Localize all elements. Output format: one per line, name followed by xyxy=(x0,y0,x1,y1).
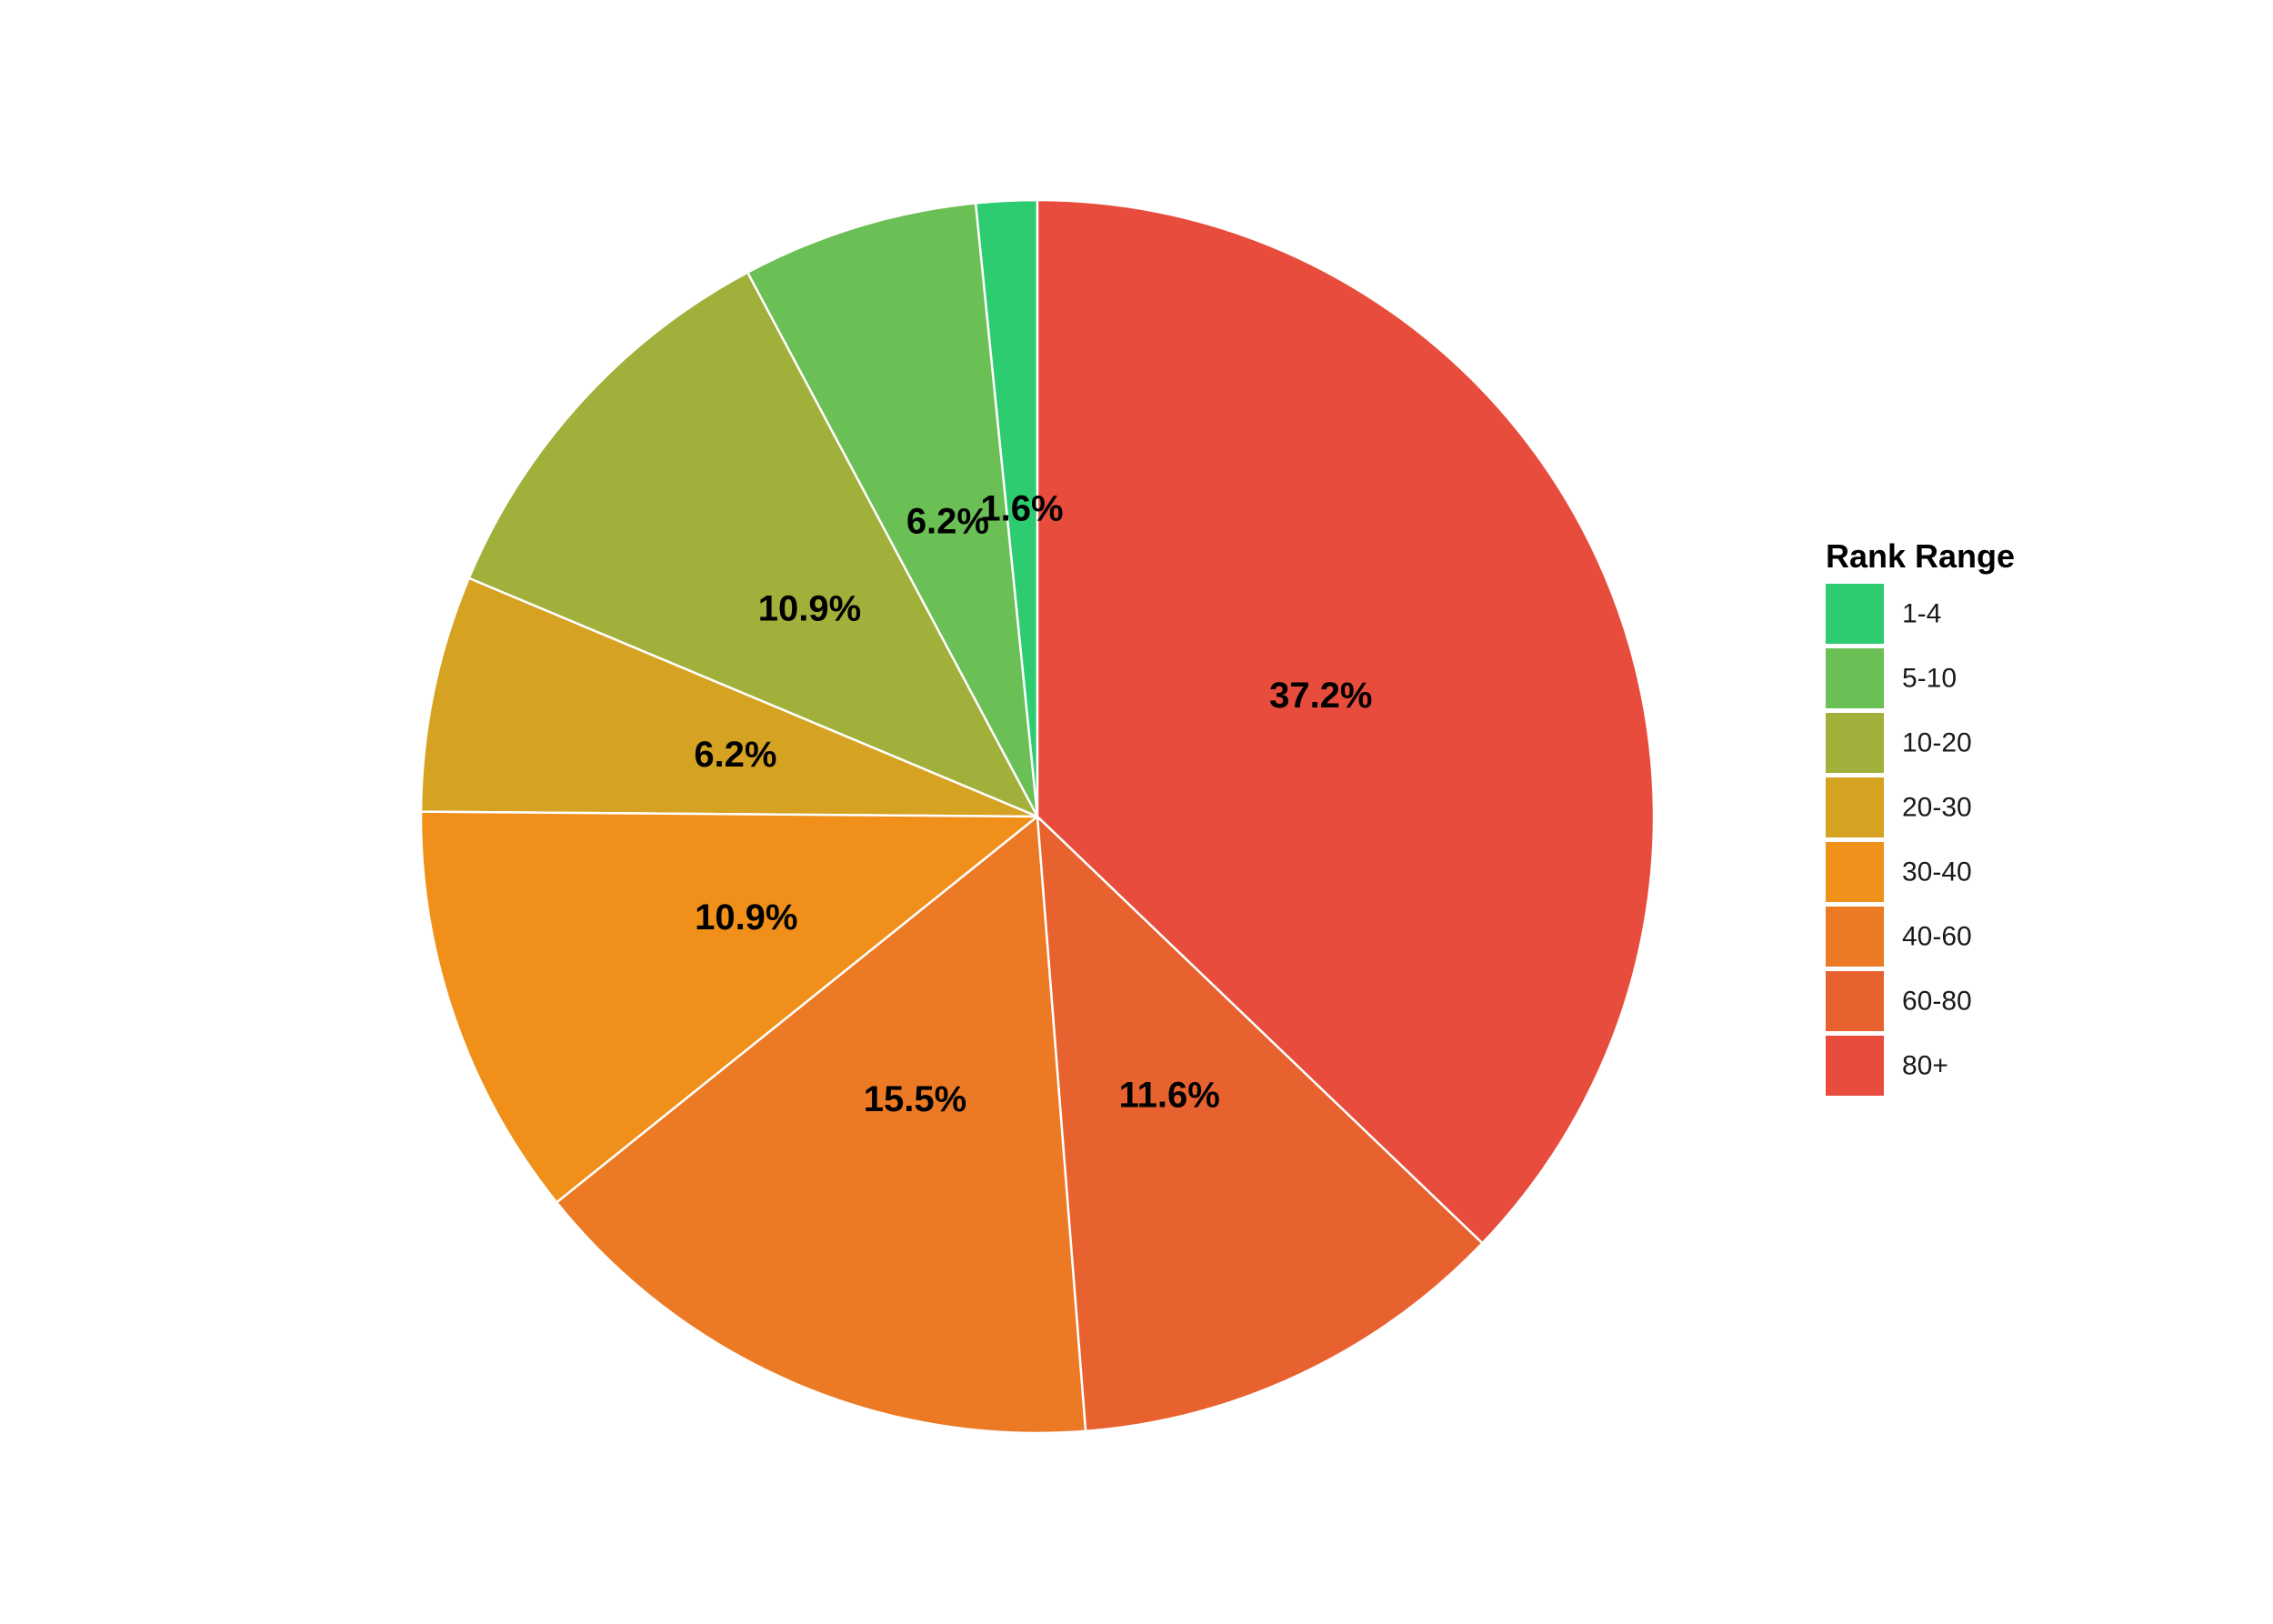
slice-label-10-20: 10.9% xyxy=(758,589,861,629)
legend-swatch-40-60 xyxy=(1826,907,1884,967)
legend-swatch-10-20 xyxy=(1826,713,1884,773)
legend-label-20-30: 20-30 xyxy=(1902,793,1972,823)
legend-swatch-5-10 xyxy=(1826,648,1884,708)
slice-label-1-4: 1.6% xyxy=(980,488,1063,528)
pie-slice-40-60 xyxy=(556,815,1087,1435)
pie-slices xyxy=(419,198,1656,1435)
legend-label-1-4: 1-4 xyxy=(1902,599,1941,629)
legend-title: Rank Range xyxy=(1826,537,2015,575)
pie-slice-30-40 xyxy=(419,810,1039,1204)
legend-label-60-80: 60-80 xyxy=(1902,987,1972,1017)
slice-label-40-60: 15.5% xyxy=(864,1079,966,1119)
legend-swatch-60-80 xyxy=(1826,971,1884,1031)
legend-label-40-60: 40-60 xyxy=(1902,922,1972,952)
legend-label-80-plus: 80+ xyxy=(1902,1051,1948,1081)
slice-label-80-plus: 37.2% xyxy=(1269,676,1372,716)
legend-items: 1-4 5-10 10-20 20-30 30-40 40-60 60-80 80+ xyxy=(1826,584,1972,1096)
legend-swatch-20-30 xyxy=(1826,777,1884,837)
legend-label-5-10: 5-10 xyxy=(1902,664,1957,694)
pie-slice-20-30 xyxy=(419,576,1039,818)
legend-swatch-80-plus xyxy=(1826,1036,1884,1096)
pie-labels: 1.6%6.2%10.9%6.2%10.9%15.5% 11.6%37.2% xyxy=(694,488,1372,1119)
pie-slice-5-10 xyxy=(746,202,1039,818)
pie-slice-10-20 xyxy=(467,271,1039,818)
slice-label-5-10: 6.2% xyxy=(906,502,989,542)
pie-slice-80-plus xyxy=(1036,198,1656,1245)
legend: Rank Range 1-4 5-10 10-20 20-30 30-40 40-60 60… xyxy=(1826,537,2015,1096)
slice-label-30-40: 10.9% xyxy=(695,897,797,937)
slice-label-60-80: 11.6% xyxy=(1119,1075,1220,1115)
legend-swatch-1-4 xyxy=(1826,584,1884,644)
slice-label-20-30: 6.2% xyxy=(694,735,776,775)
legend-swatch-30-40 xyxy=(1826,842,1884,902)
legend-label-30-40: 30-40 xyxy=(1902,857,1972,887)
legend-label-10-20: 10-20 xyxy=(1902,728,1972,758)
pie-slice-60-80 xyxy=(1036,815,1484,1433)
